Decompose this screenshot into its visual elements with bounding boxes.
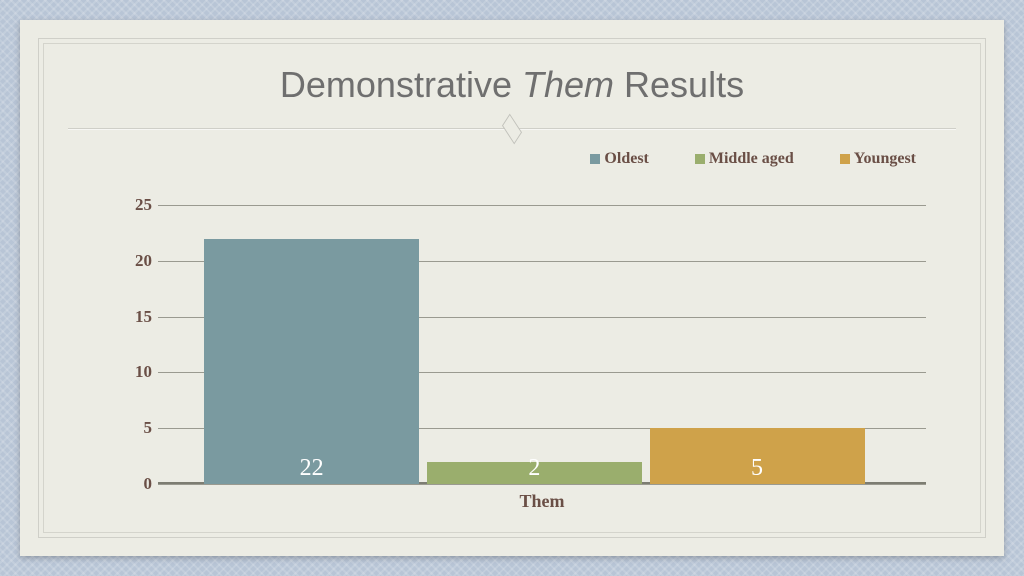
slide-panel: Demonstrative Them Results Oldest Middle … xyxy=(20,20,1004,556)
y-tick-label: 5 xyxy=(122,418,152,438)
legend-label: Oldest xyxy=(604,150,648,168)
title-divider xyxy=(68,120,956,138)
legend-label: Middle aged xyxy=(709,150,794,168)
y-tick-label: 10 xyxy=(122,362,152,382)
title-italic: Them xyxy=(522,64,614,105)
y-tick-label: 0 xyxy=(122,474,152,494)
bar: 5 xyxy=(650,428,865,484)
inner-frame-inner: Demonstrative Them Results Oldest Middle … xyxy=(43,43,981,533)
legend-item: Middle aged xyxy=(695,150,794,168)
title-post: Results xyxy=(614,64,744,105)
bar-value-label: 2 xyxy=(427,455,642,482)
legend-label: Youngest xyxy=(854,150,916,168)
divider-diamond-icon xyxy=(502,114,522,145)
gridline xyxy=(158,205,926,206)
legend: Oldest Middle aged Youngest xyxy=(68,144,956,172)
inner-frame-outer: Demonstrative Them Results Oldest Middle … xyxy=(38,38,986,538)
legend-swatch-icon xyxy=(840,154,850,164)
bar: 22 xyxy=(204,239,419,484)
legend-swatch-icon xyxy=(695,154,705,164)
legend-item: Youngest xyxy=(840,150,916,168)
y-tick-label: 25 xyxy=(122,195,152,215)
chart-title: Demonstrative Them Results xyxy=(68,64,956,106)
bar-value-label: 5 xyxy=(650,455,865,482)
legend-item: Oldest xyxy=(590,150,648,168)
bar-chart: 05101520252225 Them xyxy=(98,194,936,518)
gridline xyxy=(158,484,926,485)
y-tick-label: 15 xyxy=(122,307,152,327)
legend-swatch-icon xyxy=(590,154,600,164)
x-axis-label: Them xyxy=(158,491,926,512)
plot-area: 05101520252225 xyxy=(158,194,926,484)
bar-value-label: 22 xyxy=(204,455,419,482)
title-pre: Demonstrative xyxy=(280,64,522,105)
y-tick-label: 20 xyxy=(122,251,152,271)
bar: 2 xyxy=(427,462,642,484)
